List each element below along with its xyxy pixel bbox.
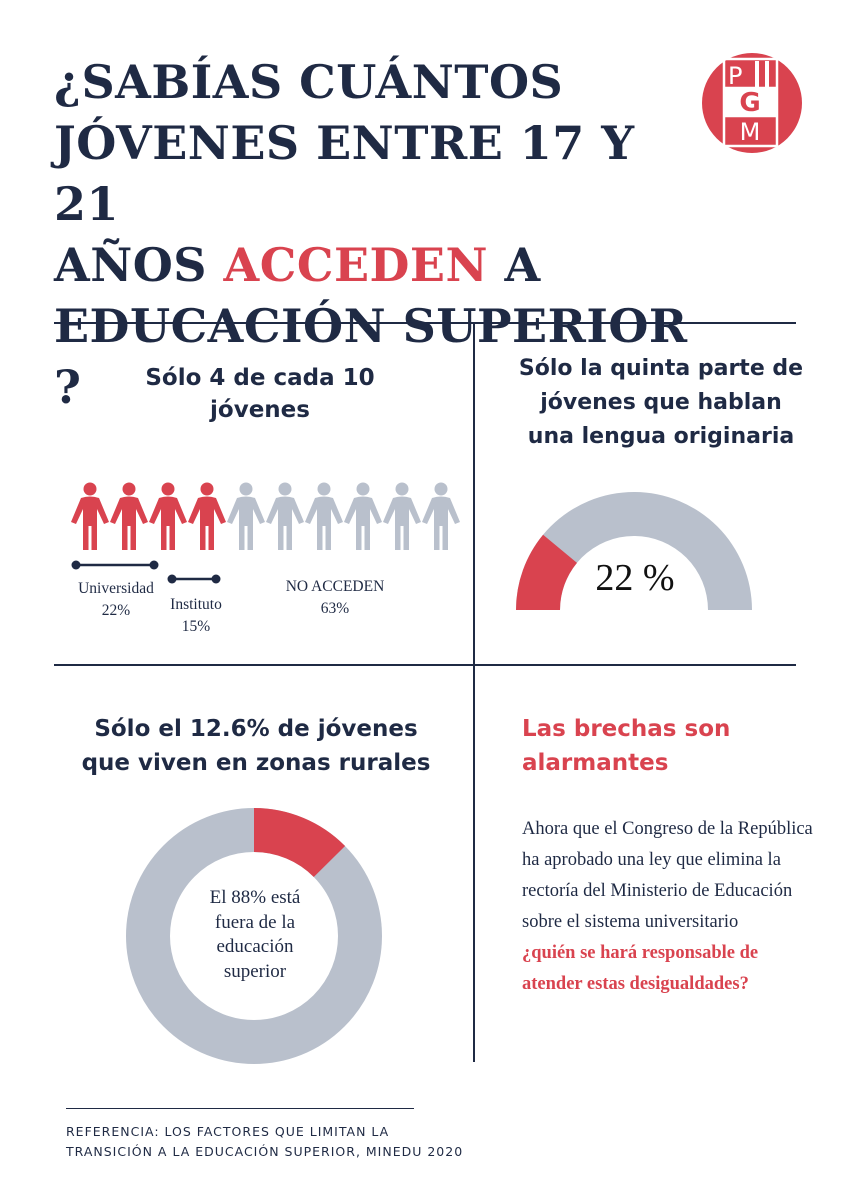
section-4-heading-line-1: Las brechas son — [522, 716, 731, 742]
title-accent-word: ACCEDEN — [223, 238, 489, 292]
logo-letter-g: G — [739, 88, 760, 118]
donut-text-line-3: educación — [216, 936, 294, 957]
gauge-value: 22 % — [595, 557, 675, 599]
title-line-3-post: A — [488, 238, 541, 292]
no-acceden-label-text: NO ACCEDEN — [285, 578, 385, 595]
donut-text-line-1: El 88% está — [209, 887, 301, 908]
person-icon-no-accede — [266, 482, 304, 550]
section-4-body: Ahora que el Congreso de la República ha… — [522, 814, 822, 1000]
section-4-body-text: Ahora que el Congreso de la República ha… — [522, 819, 813, 932]
universidad-bracket — [71, 560, 159, 570]
people-pictogram — [71, 482, 460, 550]
reference-note: REFERENCIA: LOS FACTORES QUE LIMITAN LA … — [66, 1122, 586, 1162]
title-line-1: ¿SABÍAS CUÁNTOS — [54, 55, 564, 109]
instituto-bracket — [167, 574, 221, 584]
title-line-3: AÑOS ACCEDEN A — [54, 235, 694, 296]
person-icon-no-accede — [227, 482, 265, 550]
section-4-question: ¿quién se hará responsable de atender es… — [522, 943, 759, 994]
person-icon-no-accede — [422, 482, 460, 550]
title-line-4: EDUCACIÓN SUPERIOR ? — [54, 299, 688, 414]
section-3-heading: Sólo el 12.6% de jóvenes que viven en zo… — [56, 712, 456, 780]
no-acceden-label: NO ACCEDEN 63% — [280, 576, 390, 620]
donut-text-line-4: superior — [223, 960, 287, 982]
universidad-label: Universidad 22% — [66, 578, 166, 622]
divider-vertical — [473, 322, 475, 1062]
person-icon-no-accede — [305, 482, 343, 550]
section-2-heading: Sólo la quinta parte de jóvenes que habl… — [506, 352, 816, 454]
reference-line-2: TRANSICIÓN A LA EDUCACIÓN SUPERIOR, MINE… — [66, 1144, 464, 1159]
title-line-3-pre: AÑOS — [54, 238, 224, 292]
section-1-heading-line-2: jóvenes — [210, 397, 310, 423]
person-icon-accede — [149, 482, 187, 550]
universidad-value: 22% — [101, 602, 131, 619]
section-4-heading-line-2: alarmantes — [522, 750, 669, 776]
section-2-heading-line-3: una lengua originaria — [527, 424, 795, 449]
section-2-heading-line-2: jóvenes que hablan — [540, 390, 782, 415]
instituto-label-text: Instituto — [170, 596, 222, 613]
universidad-label-text: Universidad — [78, 580, 154, 597]
logo-letter-m: M — [740, 118, 761, 146]
section-2-heading-line-1: Sólo la quinta parte de — [518, 356, 804, 381]
section-3-heading-line-1: Sólo el 12.6% de jóvenes — [94, 716, 418, 742]
gauge-fill — [516, 534, 577, 610]
logo-letter-p: P — [728, 62, 742, 90]
person-icon-accede — [110, 482, 148, 550]
instituto-label: Instituto 15% — [156, 594, 236, 638]
section-4-heading: Las brechas son alarmantes — [522, 712, 822, 780]
person-icon-accede — [71, 482, 109, 550]
person-icon-accede — [188, 482, 226, 550]
donut-text-line-2: fuera de la — [214, 911, 296, 933]
page-title: ¿SABÍAS CUÁNTOS JÓVENES ENTRE 17 Y 21 AÑ… — [54, 52, 694, 418]
section-1-heading: Sólo 4 de cada 10 jóvenes — [130, 362, 390, 426]
title-line-2: JÓVENES ENTRE 17 Y 21 — [54, 116, 635, 231]
person-icon-no-accede — [344, 482, 382, 550]
section-1-heading-line-1: Sólo 4 de cada 10 — [145, 365, 375, 391]
donut-chart — [126, 808, 382, 1064]
pgm-logo: P G M — [702, 53, 802, 153]
divider-middle — [54, 664, 796, 666]
instituto-value: 15% — [181, 618, 211, 635]
reference-divider — [66, 1108, 414, 1109]
person-icon-no-accede — [383, 482, 421, 550]
gauge-track — [516, 492, 752, 610]
donut-center-text: El 88% está fuera de la educación superi… — [180, 886, 330, 984]
no-acceden-value: 63% — [320, 600, 350, 617]
gauge-chart — [516, 492, 752, 610]
donut-segment — [254, 808, 346, 877]
reference-line-1: REFERENCIA: LOS FACTORES QUE LIMITAN LA — [66, 1124, 390, 1139]
section-3-heading-line-2: que viven en zonas rurales — [81, 750, 431, 776]
divider-top — [54, 322, 796, 324]
